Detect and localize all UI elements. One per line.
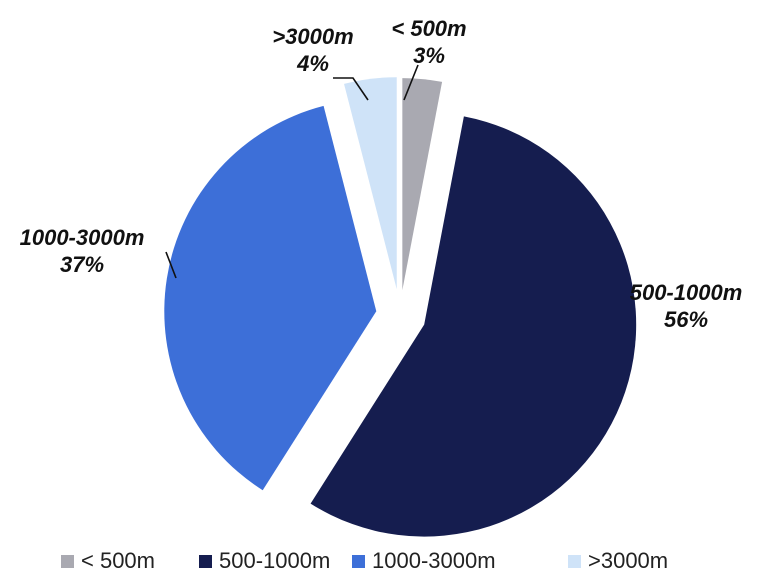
legend-item-1000-3000m: 1000-3000m [352,548,496,573]
legend-swatch [352,555,365,568]
legend-label: < 500m [81,548,155,573]
leader-line-1000-3000m [165,251,177,279]
pie-slice-1000-3000m [164,105,377,491]
legend-label: 500-1000m [219,548,330,573]
slice-labels: < 500m 3% 500-1000m 56% 1000-3000m 37% >3000m 4… [20,16,743,332]
slice-label-500-1000m: 500-1000m 56% [630,280,743,332]
leader-line-3000m [333,77,369,101]
legend-item-3000m: >3000m [568,548,668,573]
leader-lines [165,64,419,279]
legend-swatch [199,555,212,568]
legend-label: >3000m [588,548,668,573]
pie-slices [164,77,637,537]
legend: < 500m 500-1000m 1000-3000m >3000m [61,548,668,573]
pie-slice-3000m [344,77,397,290]
pie-slice-500-1000m [310,116,637,537]
pie-slice-500m [402,78,443,291]
legend-label: 1000-3000m [372,548,496,573]
slice-label-3000m: >3000m 4% [272,24,353,76]
leader-line-500m [403,64,419,101]
legend-item-500m: < 500m [61,548,155,573]
legend-swatch [61,555,74,568]
slice-label-1000-3000m: 1000-3000m 37% [20,225,145,277]
legend-swatch [568,555,581,568]
legend-item-500-1000m: 500-1000m [199,548,330,573]
slice-label-500m: < 500m 3% [391,16,466,68]
